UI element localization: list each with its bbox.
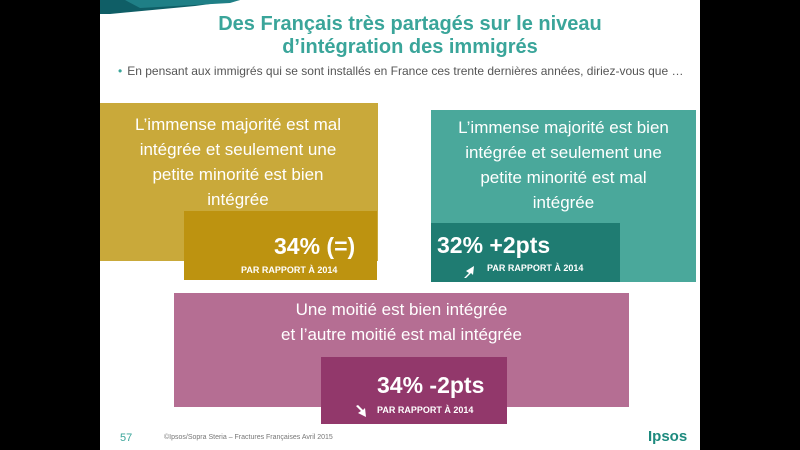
comparison-label: PAR RAPPORT À 2014: [487, 263, 584, 273]
question-label: En pensant aux immigrés qui se sont inst…: [127, 64, 684, 78]
answer-line: petite minorité est mal: [480, 168, 647, 187]
answer-text: Une moitié est bien intégrée et l’autre …: [174, 297, 629, 347]
slide-title-line1: Des Français très partagés sur le niveau: [218, 13, 602, 35]
result-box: 34% (=) PAR RAPPORT À 2014: [184, 211, 377, 280]
arrow-up-icon: [464, 266, 474, 278]
ipsos-logo: Ipsos: [648, 428, 688, 445]
page-number: 57: [120, 432, 133, 444]
answer-line: L’immense majorité est bien: [458, 118, 669, 137]
answer-line: intégrée: [207, 190, 269, 209]
result-box: 34% -2pts PAR RAPPORT À 2014: [321, 357, 507, 424]
answer-text: L’immense majorité est mal intégrée et s…: [100, 112, 378, 212]
slide: Des Français très partagés sur le niveau…: [100, 0, 700, 450]
result-percent: 34% (=): [274, 233, 356, 259]
answer-line: Une moitié est bien intégrée: [295, 300, 508, 319]
answer-line: intégrée et seulement une: [139, 140, 337, 159]
result-box: 32% +2pts PAR RAPPORT À 2014: [431, 223, 620, 282]
result-percent: 32% +2pts: [437, 232, 551, 258]
answer-line: petite minorité est bien: [152, 165, 324, 184]
corner-decoration: [100, 0, 240, 14]
source-note: ©Ipsos/Sopra Steria – Fractures Français…: [164, 434, 333, 441]
slide-title-line2: d’intégration des immigrés: [282, 36, 538, 58]
answer-line: L’immense majorité est mal: [135, 115, 341, 134]
answer-line: intégrée: [532, 193, 595, 212]
question-text: • En pensant aux immigrés qui se sont ins…: [118, 64, 688, 79]
result-percent: 34% -2pts: [377, 372, 485, 398]
answer-line: et l’autre moitié est mal intégrée: [281, 325, 522, 344]
answer-line: intégrée et seulement une: [465, 143, 662, 162]
bullet-icon: •: [118, 64, 123, 78]
comparison-label: PAR RAPPORT À 2014: [241, 265, 338, 275]
answer-text: L’immense majorité est bien intégrée et …: [431, 115, 696, 215]
comparison-label: PAR RAPPORT À 2014: [377, 405, 474, 415]
arrow-down-icon: [356, 405, 366, 417]
